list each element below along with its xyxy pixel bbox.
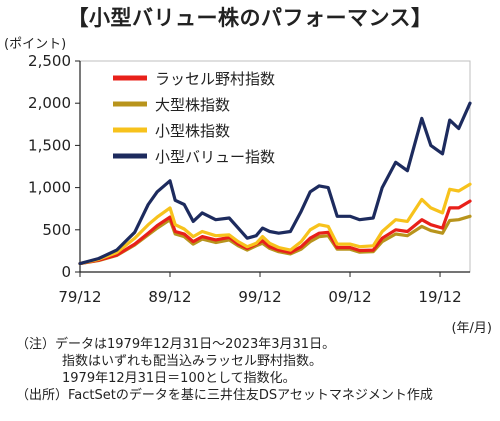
x-axis: 79/12 89/12 99/12 09/12 19/12 (58, 271, 470, 306)
y-tick-label: 2,500 (28, 52, 71, 70)
x-tick-label: 19/12 (418, 288, 461, 306)
y-axis: 0 500 1,000 1,500 2,000 2,500 (28, 52, 81, 281)
x-tick-label: 09/12 (328, 288, 371, 306)
y-tick-label: 1,500 (28, 136, 71, 154)
note-base: 1979年12月31日＝100として指数化。 (62, 371, 296, 386)
legend-label: ラッセル野村指数 (155, 70, 275, 88)
series-line-4 (78, 101, 472, 266)
y-tick-label: 0 (61, 263, 71, 281)
y-tick-label: 1,000 (28, 179, 71, 197)
series-lines (78, 101, 472, 266)
x-axis-unit-label: (年/月) (451, 321, 492, 336)
x-tick-label: 89/12 (148, 288, 191, 306)
legend-label: 小型バリュー指数 (155, 148, 275, 166)
y-axis-unit-label: (ポイント) (4, 37, 67, 52)
chart-title: 【小型バリュー株のパフォーマンス】 (67, 6, 433, 30)
series-line-3 (78, 182, 472, 266)
note-source: （出所）FactSetのデータを基に三井住友DSアセットマネジメント作成 (16, 388, 433, 403)
note-period: （注）データは1979年12月31日～2023年3月31日。 (16, 337, 336, 352)
y-tick-label: 500 (42, 221, 71, 239)
x-tick-label: 99/12 (238, 288, 281, 306)
series-line-1 (78, 199, 472, 266)
y-tick-label: 2,000 (28, 94, 71, 112)
legend-label: 大型株指数 (155, 96, 230, 114)
footnotes: （注）データは1979年12月31日～2023年3月31日。 指数はいずれも配当… (16, 336, 433, 404)
legend-label: 小型株指数 (155, 122, 230, 140)
note-index: 指数はいずれも配当込みラッセル野村指数。 (62, 354, 323, 369)
x-tick-label: 79/12 (58, 288, 101, 306)
